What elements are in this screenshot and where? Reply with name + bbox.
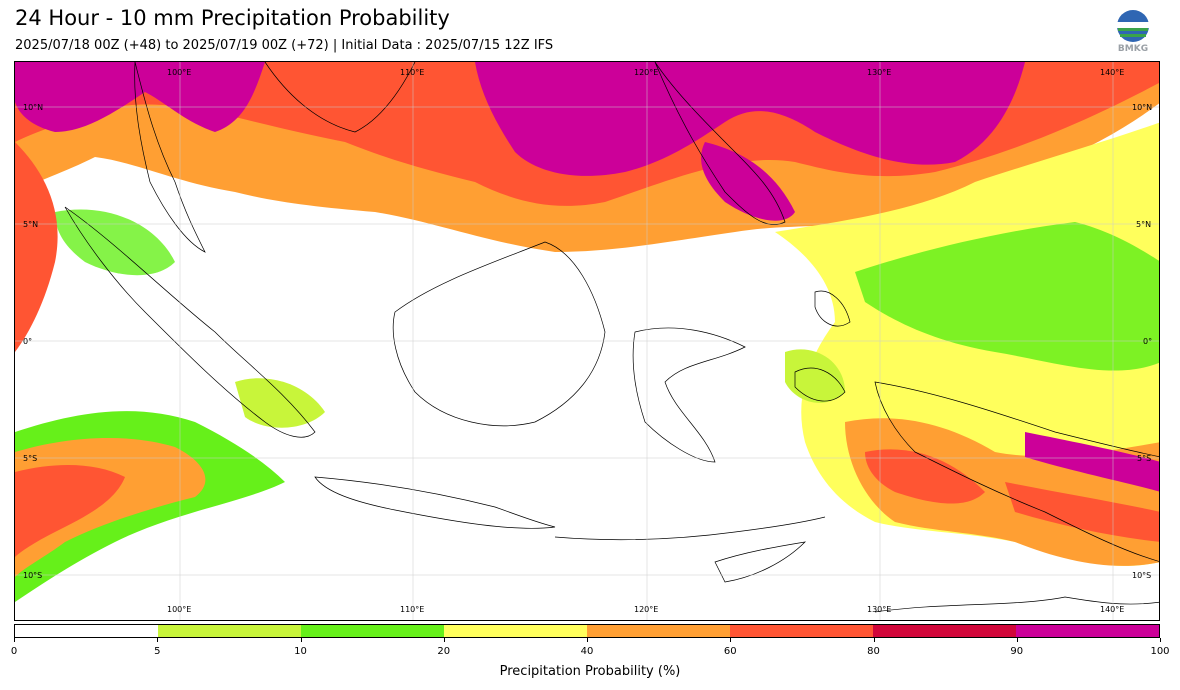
prob-png-red (1005, 482, 1159, 542)
lat-label-right: 5°S (1137, 454, 1152, 463)
colorbar-tick-mark (587, 638, 588, 642)
colorbar-tick-label: 100 (1150, 646, 1170, 657)
colorbar-tick-mark (443, 638, 445, 642)
colorbar-tick-label: 40 (580, 646, 594, 657)
colorbar-tick-mark (1016, 638, 1018, 642)
prob-east-red (865, 449, 985, 504)
colorbar-tick-mark (1160, 638, 1161, 642)
prob-green-patch-2 (235, 378, 325, 428)
precipitation-map: 100°E 110°E 120°E 130°E 140°E 100°E 110°… (14, 61, 1160, 621)
colorbar-segment (730, 625, 873, 637)
colorbar-segment (873, 625, 1016, 637)
lat-label-left: 10°N (23, 103, 44, 112)
colorbar-tick-label: 60 (723, 646, 737, 657)
lon-label-bottom: 140°E (1100, 605, 1125, 614)
chart-subtitle: 2025/07/18 00Z (+48) to 2025/07/19 00Z (… (15, 38, 554, 53)
colorbar-tick-label: 0 (10, 646, 18, 657)
colorbar-label: Precipitation Probability (%) (499, 664, 681, 679)
lat-label-right: 10°N (1132, 103, 1153, 112)
colorbar-tick-mark (157, 638, 159, 642)
prob-magenta-north (475, 62, 1025, 176)
timor-outline (714, 541, 807, 583)
lon-label-top: 110°E (400, 68, 425, 77)
prob-magenta-west (15, 62, 265, 132)
lon-label-top: 100°E (167, 68, 192, 77)
lon-label-bottom: 110°E (400, 605, 425, 614)
prob-yellow-west (15, 142, 58, 352)
lon-label-bottom: 130°E (867, 605, 892, 614)
lat-label-right: 5°N (1136, 220, 1152, 229)
borneo-outline (392, 241, 606, 427)
graticule (15, 62, 1159, 620)
lon-label-top: 140°E (1100, 68, 1125, 77)
lat-label-left: 0° (23, 337, 33, 346)
lon-label-bottom: 120°E (634, 605, 659, 614)
colorbar-segment (301, 625, 444, 637)
lon-label-top: 120°E (634, 68, 659, 77)
lat-label-right: 0° (1143, 337, 1153, 346)
colorbar (14, 624, 1160, 638)
map-canvas (15, 62, 1159, 620)
colorbar-segment (587, 625, 730, 637)
prob-green-patch-1 (55, 209, 175, 276)
java-outline (314, 476, 556, 529)
new-guinea-outline (874, 381, 1159, 562)
prob-green-patch-3 (785, 349, 845, 403)
lat-label-right: 10°S (1132, 571, 1152, 580)
colorbar-tick-label: 5 (154, 646, 161, 657)
lat-label-left: 10°S (23, 571, 43, 580)
colorbar-segment (1016, 625, 1159, 637)
sulawesi-outline (632, 327, 746, 463)
prob-magenta-sulawesi (701, 142, 795, 221)
mainland-asia-outline (264, 62, 416, 133)
lon-label-top: 130°E (867, 68, 892, 77)
malay-peninsula-outline (134, 62, 206, 253)
prob-png-magenta (1025, 432, 1159, 492)
coastlines (64, 62, 1159, 613)
chart-title: 24 Hour - 10 mm Precipitation Probabilit… (15, 6, 450, 30)
maluku-outline (794, 367, 846, 402)
australia-outline (874, 596, 1159, 613)
philippines-outline (654, 62, 786, 225)
lat-label-left: 5°S (23, 454, 38, 463)
colorbar-segment (158, 625, 301, 637)
prob-east-green (855, 222, 1159, 371)
lat-label-left: 5°N (23, 220, 39, 229)
colorbar-tick-mark (730, 638, 732, 642)
colorbar-tick-label: 20 (437, 646, 451, 657)
colorbar-segment (15, 625, 158, 637)
sumatra-outline (64, 206, 316, 438)
colorbar-tick-label: 90 (1010, 646, 1024, 657)
halmahera-outline (814, 290, 851, 327)
colorbar-tick-label: 80 (867, 646, 880, 657)
colorbar-tick-mark (873, 638, 875, 642)
colorbar-tick-mark (14, 638, 15, 642)
logo-label: BMKG (1117, 44, 1149, 54)
colorbar-tick-label: 10 (294, 646, 307, 657)
colorbar-segment (444, 625, 587, 637)
colorbar-tick-mark (300, 638, 302, 642)
nusa-tenggara-outline (554, 516, 826, 541)
lon-label-bottom: 100°E (167, 605, 192, 614)
prob-sw-red (15, 465, 125, 557)
bmkg-logo-icon (1117, 10, 1149, 42)
